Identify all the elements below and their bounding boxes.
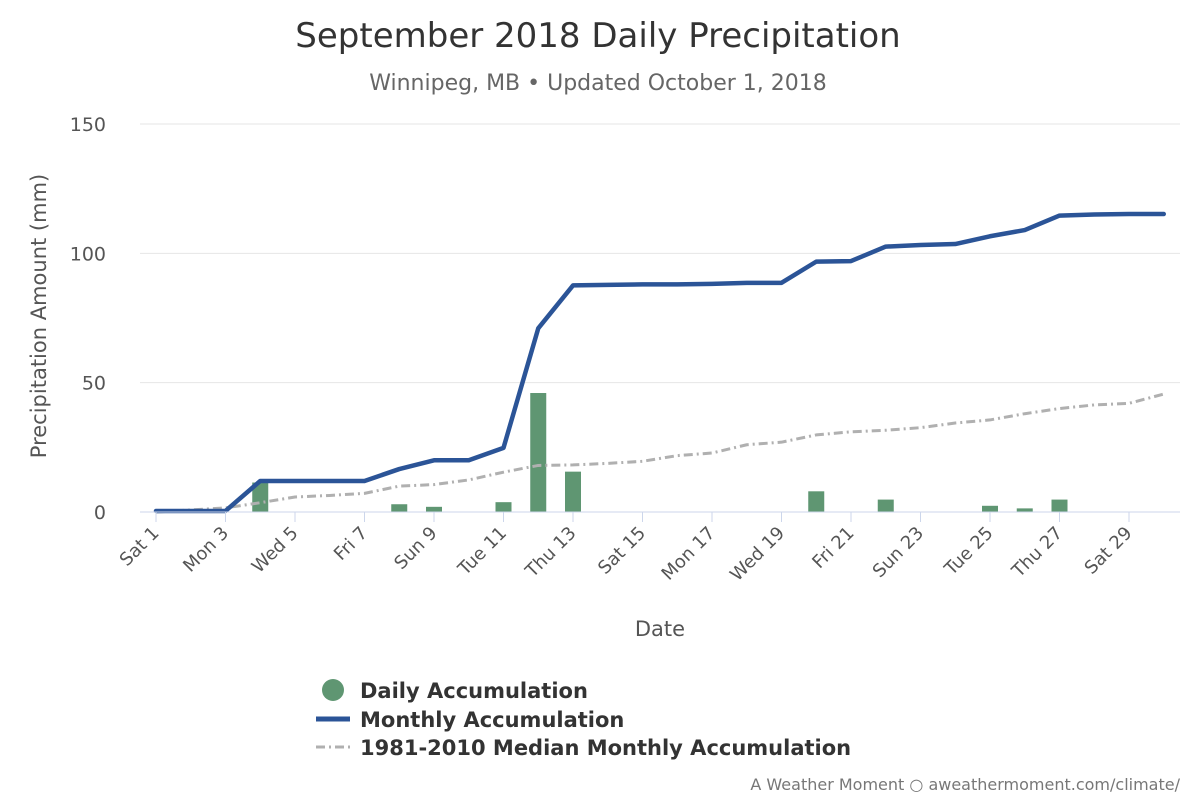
- chart-credit[interactable]: A Weather Moment ○ aweathermoment.com/cl…: [750, 775, 1180, 794]
- legend-item-median[interactable]: 1981-2010 Median Monthly Accumulation: [316, 736, 851, 760]
- x-tick-label: Fri 21: [808, 523, 858, 573]
- x-tick-label: Wed 19: [726, 523, 789, 586]
- legend-item-monthly[interactable]: Monthly Accumulation: [316, 708, 624, 732]
- daily-bars[interactable]: [252, 393, 1068, 512]
- monthly-accumulation-line[interactable]: [153, 211, 1166, 514]
- y-tick-label: 100: [70, 243, 106, 265]
- y-tick-label: 50: [82, 373, 106, 395]
- daily-bar[interactable]: [495, 502, 512, 512]
- x-tick-label: Fri 7: [330, 523, 372, 565]
- gridlines: [140, 123, 1180, 384]
- x-tick-label: Mon 17: [658, 523, 720, 585]
- y-tick-label: 0: [94, 502, 106, 524]
- legend: Daily Accumulation Monthly Accumulation …: [316, 679, 851, 760]
- x-axis-ticks: Sat 1 Mon 3 Wed 5 Fri 7 Sun 9 Tue 11 Thu 13 Sat…: [116, 523, 1137, 586]
- chart-subtitle: Winnipeg, MB • Updated October 1, 2018: [369, 71, 827, 96]
- x-tick-label: Tue 11: [453, 523, 511, 581]
- daily-bar[interactable]: [530, 393, 547, 512]
- x-axis: [140, 511, 1180, 522]
- daily-bar[interactable]: [1016, 508, 1033, 512]
- x-tick-label: Thu 13: [521, 523, 581, 583]
- legend-daily-swatch: [322, 679, 344, 701]
- x-tick-label: Sun 23: [869, 523, 928, 582]
- daily-bar[interactable]: [1051, 499, 1068, 512]
- x-tick-label: Mon 3: [179, 523, 233, 577]
- x-tick-label: Sat 29: [1081, 523, 1137, 579]
- monthly-line-group[interactable]: [153, 211, 1166, 514]
- y-axis-label: Precipitation Amount (mm): [27, 174, 51, 458]
- median-accumulation-line[interactable]: [155, 392, 1165, 514]
- x-tick-label: Tue 25: [940, 523, 998, 581]
- x-tick-label: Sat 1: [116, 523, 164, 571]
- y-axis-ticks: 0 50 100 150: [70, 114, 106, 524]
- daily-bar[interactable]: [808, 491, 825, 512]
- x-tick-label: Wed 5: [248, 523, 303, 578]
- legend-item-daily[interactable]: Daily Accumulation: [322, 679, 588, 703]
- legend-median-label: 1981-2010 Median Monthly Accumulation: [360, 736, 851, 760]
- x-tick-label: Thu 27: [1007, 523, 1067, 583]
- x-tick-label: Sat 15: [594, 523, 650, 579]
- x-axis-label: Date: [635, 617, 685, 641]
- legend-daily-label: Daily Accumulation: [360, 679, 588, 703]
- median-line-group[interactable]: [155, 392, 1165, 514]
- daily-bar[interactable]: [391, 504, 408, 512]
- y-tick-label: 150: [70, 114, 106, 136]
- chart-title: September 2018 Daily Precipitation: [295, 16, 900, 56]
- daily-bar[interactable]: [982, 505, 998, 512]
- legend-monthly-label: Monthly Accumulation: [360, 708, 624, 732]
- daily-bar[interactable]: [565, 471, 581, 512]
- daily-bar[interactable]: [877, 499, 894, 512]
- daily-bar[interactable]: [426, 506, 442, 512]
- x-tick-label: Sun 9: [390, 523, 441, 574]
